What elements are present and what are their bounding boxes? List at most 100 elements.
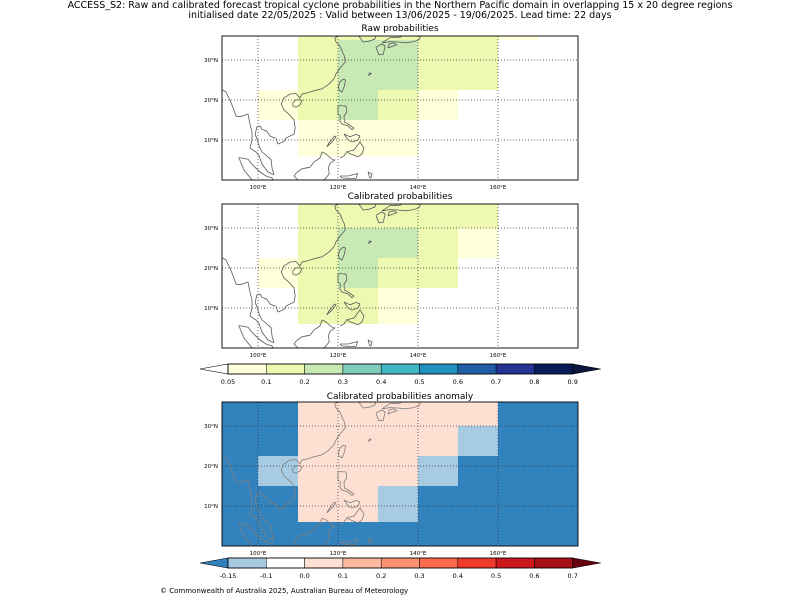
coastline	[368, 438, 372, 442]
probability-cell	[298, 90, 338, 120]
coastline	[381, 36, 421, 44]
coastline	[381, 204, 421, 212]
probability-cell	[418, 204, 458, 228]
colorbar-frame	[227, 557, 574, 569]
colorbar-segment	[380, 363, 420, 375]
coastline	[339, 539, 359, 545]
lon-tick-label: 140°E	[410, 353, 427, 359]
colorbar-over-arrow	[572, 363, 601, 375]
colorbar-segment	[419, 557, 459, 569]
colorbar-segment	[534, 363, 573, 375]
probability-cell	[298, 486, 338, 522]
colorbar-under-arrow	[199, 363, 229, 375]
colorbar-segment	[457, 363, 497, 375]
coastline	[368, 72, 372, 76]
coastline	[326, 501, 337, 514]
coastline	[375, 43, 386, 56]
colorbar-over-arrow	[572, 557, 601, 569]
coastline	[222, 402, 346, 542]
lat-tick-label: 20°N	[204, 266, 218, 272]
probability-cell	[418, 228, 458, 258]
coastline	[337, 246, 347, 261]
colorbar-tick-label: 0.3	[338, 378, 348, 386]
coastline	[293, 319, 336, 348]
colorbar-segment	[342, 363, 382, 375]
lat-tick-label: 10°N	[204, 138, 218, 144]
probability-cell	[458, 204, 498, 228]
colorbar-segment	[227, 363, 267, 375]
lat-tick-label: 30°N	[204, 58, 218, 64]
lon-tick-label: 140°E	[410, 551, 427, 557]
anomaly-map: 100°E 120°E 140°E 160°E 10°N 20°N 30°N	[204, 401, 579, 557]
probability-cell	[298, 204, 338, 228]
coastline	[358, 402, 376, 409]
raw-probabilities-map: 100°E 120°E 140°E 160°E 10°N 20°N 30°N	[204, 35, 579, 191]
colorbar-tick-label: 0.8	[529, 378, 539, 386]
colorbar-tick-label: 0.0	[299, 572, 309, 580]
probability-cell	[418, 36, 458, 40]
lat-tick-label: 10°N	[204, 504, 218, 510]
probability-cell	[378, 120, 418, 156]
probability-cell	[378, 426, 418, 456]
coastline	[339, 152, 347, 159]
probability-cell	[338, 486, 378, 522]
colorbar-segment	[419, 363, 459, 375]
probability-colorbar: 0.05 0.1 0.2 0.3 0.4 0.5 0.6 0.7 0.8 0.9	[199, 363, 601, 386]
probability-cell	[378, 258, 418, 288]
probability-cell	[458, 426, 498, 456]
colorbar-tick-label: 0.9	[568, 378, 578, 386]
colorbar-tick-label: 0.5	[414, 378, 424, 386]
probability-cell	[458, 228, 498, 258]
colorbar-tick-label: 0.2	[299, 378, 309, 386]
colorbar-segment	[457, 557, 497, 569]
colorbar-segment	[227, 557, 267, 569]
coastline	[387, 42, 398, 49]
colorbar-segment	[495, 363, 535, 375]
probability-cell	[258, 456, 298, 486]
copyright-footer: © Commonwealth of Australia 2025, Austra…	[160, 587, 409, 595]
map-frame	[221, 203, 579, 349]
colorbar-tick-label: 0.1	[338, 572, 348, 580]
probability-cell	[338, 36, 378, 40]
probability-cell	[378, 90, 418, 120]
coastline	[367, 339, 373, 347]
probability-cell	[378, 36, 418, 40]
probability-cell	[418, 456, 458, 486]
coastline	[339, 518, 347, 525]
colorbar-frame	[227, 363, 574, 375]
colorbar-tick-label: 0.3	[414, 572, 424, 580]
coastline	[326, 135, 337, 148]
map-area	[222, 36, 578, 180]
lat-tick-label: 30°N	[204, 226, 218, 232]
probability-cell	[418, 258, 458, 288]
colorbar-segment	[342, 557, 382, 569]
coastline	[293, 517, 336, 546]
colorbar-tick-label: 0.05	[221, 378, 235, 386]
calibrated-probabilities-map: 100°E 120°E 140°E 160°E 10°N 20°N 30°N	[204, 203, 579, 359]
coastline	[326, 303, 337, 316]
colorbar-segment	[304, 363, 344, 375]
coastline	[367, 171, 373, 179]
figure-subtitle: initialised date 22/05/2025 : Valid betw…	[188, 10, 612, 21]
probability-cell	[298, 36, 338, 40]
coastline	[337, 444, 347, 459]
colorbar-tick-label: 0.1	[261, 378, 271, 386]
colorbar-tick-label: 0.6	[453, 378, 463, 386]
probability-cell	[298, 120, 338, 156]
probability-cell	[338, 228, 378, 258]
lon-tick-label: 120°E	[330, 551, 347, 557]
lat-tick-label: 30°N	[204, 424, 218, 430]
probability-cell	[418, 402, 458, 426]
lon-tick-label: 120°E	[330, 185, 347, 191]
anomaly-panel-title: Calibrated probabilities anomaly	[326, 392, 474, 402]
probability-cell	[458, 40, 498, 90]
probability-cell	[258, 258, 298, 288]
colorbar-tick-label: -0.15	[220, 572, 237, 580]
lon-tick-label: 100°E	[250, 185, 267, 191]
colorbar-tick-label: -0.1	[260, 572, 273, 580]
lat-tick-label: 20°N	[204, 464, 218, 470]
coastline	[293, 151, 336, 180]
coastline	[337, 78, 347, 93]
lon-tick-label: 100°E	[250, 551, 267, 557]
lon-tick-label: 100°E	[250, 353, 267, 359]
